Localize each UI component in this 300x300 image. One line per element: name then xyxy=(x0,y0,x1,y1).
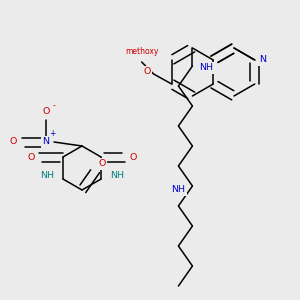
Text: -: - xyxy=(52,101,56,110)
Text: +: + xyxy=(49,130,55,139)
Text: methoxy: methoxy xyxy=(125,47,158,56)
Text: NH: NH xyxy=(171,185,185,194)
Text: O: O xyxy=(144,68,151,76)
Text: O: O xyxy=(98,160,106,169)
Text: O: O xyxy=(42,106,50,116)
Text: O: O xyxy=(9,137,17,146)
Text: NH: NH xyxy=(110,170,124,179)
Text: NH: NH xyxy=(200,64,213,73)
Text: N: N xyxy=(259,56,266,64)
Text: NH: NH xyxy=(40,170,54,179)
Text: O: O xyxy=(27,152,34,161)
Text: O: O xyxy=(129,152,137,161)
Text: N: N xyxy=(43,137,50,146)
